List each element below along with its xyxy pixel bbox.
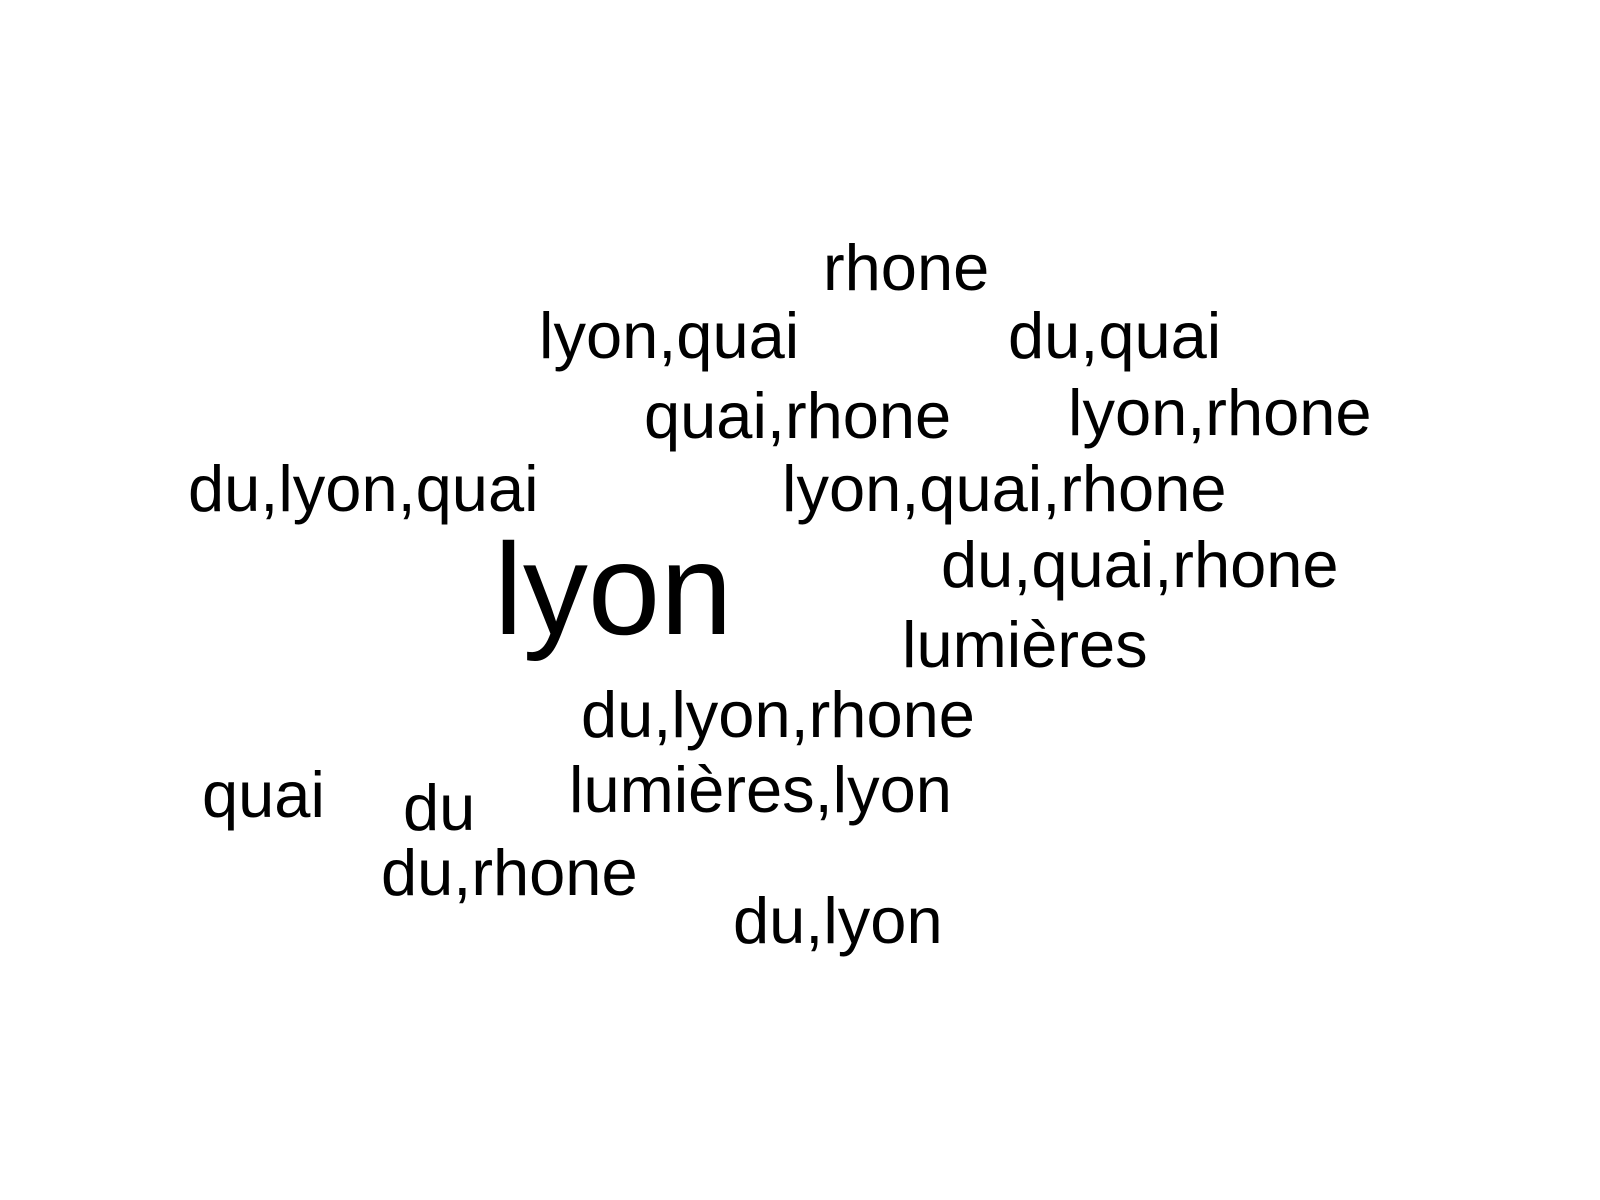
word-lyon-quai-rhone: lyon,quai,rhone: [782, 452, 1227, 525]
word-du: du: [403, 771, 476, 844]
word-du-lyon-quai: du,lyon,quai: [188, 452, 539, 525]
word-lyon: lyon: [494, 516, 733, 662]
word-lyon-rhone: lyon,rhone: [1068, 376, 1372, 449]
word-lyon-quai: lyon,quai: [539, 299, 800, 372]
word-du-rhone: du,rhone: [381, 836, 638, 909]
word-lumieres: lumières: [902, 608, 1148, 681]
word-du-quai-rhone: du,quai,rhone: [941, 528, 1339, 601]
word-lumieres-lyon: lumières,lyon: [569, 753, 952, 826]
word-quai: quai: [202, 758, 325, 831]
word-du-quai: du,quai: [1008, 299, 1222, 372]
word-rhone: rhone: [823, 231, 990, 304]
word-quai-rhone: quai,rhone: [644, 379, 952, 452]
word-du-lyon-rhone: du,lyon,rhone: [581, 678, 975, 751]
word-du-lyon: du,lyon: [733, 884, 943, 957]
